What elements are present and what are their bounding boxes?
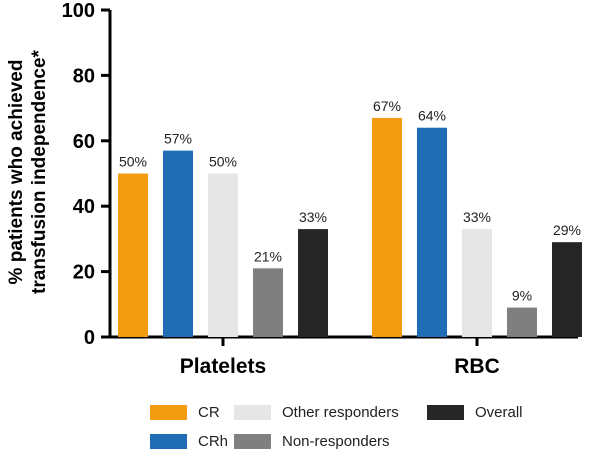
- data-label: 33%: [463, 209, 491, 225]
- data-label: 50%: [119, 154, 147, 170]
- bar-rbc-other-responders: [462, 229, 492, 337]
- data-label: 64%: [418, 108, 446, 124]
- y-axis-label-line1: % patients who achieved: [6, 60, 27, 285]
- data-label: 21%: [254, 248, 282, 264]
- data-label: 9%: [512, 288, 532, 304]
- data-label: 67%: [373, 98, 401, 114]
- bar-platelets-other-responders: [208, 173, 238, 337]
- y-tick-label: 0: [84, 327, 95, 349]
- data-label: 50%: [209, 154, 237, 170]
- data-label: 33%: [299, 209, 327, 225]
- y-tick-label: 100: [62, 0, 95, 22]
- bar-rbc-overall: [552, 242, 582, 337]
- data-label: 29%: [553, 222, 581, 238]
- bar-platelets-cr: [118, 173, 148, 337]
- x-tick-label: Platelets: [180, 355, 266, 378]
- bars: [118, 117, 582, 337]
- bar-rbc-cr: [372, 117, 402, 337]
- y-axis-label-line2: transfusion independence*: [29, 49, 50, 293]
- y-tick-label: 20: [73, 262, 95, 284]
- bar-platelets-overall: [298, 229, 328, 337]
- bar-rbc-non-responders: [507, 307, 537, 337]
- bar-rbc-crh: [417, 127, 447, 337]
- x-tick-label: RBC: [454, 355, 500, 378]
- bar-platelets-non-responders: [253, 268, 283, 337]
- bar-platelets-crh: [163, 150, 193, 337]
- data-label: 57%: [164, 131, 192, 147]
- y-tick-label: 60: [73, 131, 95, 153]
- data-labels: 50% 57% 50% 21% 33% 67% 64% 33% 9% 29%: [119, 98, 581, 304]
- y-tick-label: 40: [73, 196, 95, 218]
- y-tick-label: 80: [73, 65, 95, 87]
